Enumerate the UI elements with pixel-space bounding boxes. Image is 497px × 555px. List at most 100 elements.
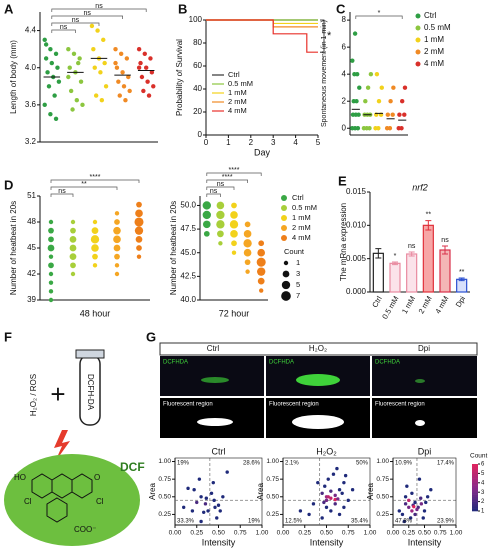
point <box>311 502 316 506</box>
y-axis-label: Length of body (mm) <box>9 40 18 114</box>
bubble <box>114 253 120 260</box>
x-tick-label: 0 <box>204 138 209 147</box>
legend-swatch <box>281 215 287 221</box>
significance: ** <box>459 269 465 276</box>
y-axis-label: Spontaneous movement (in 1 min) <box>321 20 328 127</box>
legend-swatch <box>415 61 421 67</box>
quadrant-label: 10.9% <box>395 461 413 467</box>
dot <box>76 60 81 66</box>
dot <box>142 51 147 56</box>
colorbar-cell <box>472 485 478 488</box>
colorbar-label: 6 <box>481 462 485 468</box>
y-tick-label: 60 <box>193 61 202 70</box>
frame <box>174 457 263 526</box>
y-tick-label: 45 <box>27 243 36 252</box>
significance: ns <box>83 10 91 17</box>
bubble <box>202 201 211 210</box>
significance: **** <box>222 174 233 181</box>
x-axis-label: 48 hour <box>80 308 111 318</box>
dot <box>123 98 128 103</box>
dot <box>113 60 118 66</box>
dot <box>42 102 47 108</box>
x-tick-label: 3 <box>271 138 276 147</box>
y-tick-label: 4.0 <box>25 63 37 72</box>
y-tick-label: 0.000 <box>346 287 367 296</box>
bubble <box>257 267 266 276</box>
dot <box>350 58 355 63</box>
size-legend-mark <box>283 260 289 266</box>
y-axis-label: Area <box>148 483 157 500</box>
product-label: DCF <box>120 460 145 474</box>
dot <box>136 65 142 70</box>
x-tick-label: 0.00 <box>277 530 290 537</box>
chart-title: Dpi <box>418 446 432 456</box>
bubble <box>91 227 99 235</box>
y-tick-label: 3.2 <box>25 137 37 146</box>
colorbar-cell <box>472 506 478 509</box>
bar <box>372 252 384 293</box>
dot <box>95 28 100 33</box>
bubble <box>217 230 224 238</box>
y-tick-label: 39 <box>27 295 36 304</box>
point <box>425 495 430 499</box>
legend-label: 0.5 mM <box>424 23 451 32</box>
panel-label: A <box>4 1 14 16</box>
panel-label: D <box>4 177 13 192</box>
point <box>402 519 407 524</box>
dot <box>53 116 59 121</box>
point <box>350 488 355 492</box>
y-axis-label: Area <box>256 483 265 500</box>
panel-label: F <box>4 329 12 344</box>
point <box>320 516 324 520</box>
legend-label: 4 mM <box>292 233 311 242</box>
bubble <box>48 219 54 225</box>
header-row <box>159 342 478 356</box>
bar <box>456 278 468 293</box>
y-tick-label: 40 <box>193 84 202 93</box>
dot <box>102 60 107 66</box>
dot <box>402 112 407 117</box>
x-axis-label: 72 hour <box>219 308 250 318</box>
dot <box>356 112 361 117</box>
dot <box>93 93 99 98</box>
lightning <box>54 430 70 462</box>
panel-label: E <box>338 173 347 188</box>
size-legend-mark <box>281 291 291 301</box>
point <box>333 497 337 502</box>
bubble <box>69 253 77 261</box>
quadrant-label: 17.4% <box>437 461 455 467</box>
y-tick-label: 6 <box>342 42 347 51</box>
dot <box>124 56 130 61</box>
dot <box>113 46 118 52</box>
y-tick-label: 1.00 <box>266 458 279 465</box>
dot <box>145 79 150 84</box>
y-tick-label: 0.010 <box>346 220 367 229</box>
y-tick-label: 0 <box>198 130 203 139</box>
dot <box>71 51 77 56</box>
x-tick-label: 1.00 <box>450 530 463 537</box>
atom: Cl <box>96 497 104 506</box>
x-tick-label: 5 <box>316 138 321 147</box>
dot <box>365 85 371 90</box>
panel-label: C <box>336 1 346 16</box>
panel-label: B <box>178 1 187 16</box>
colorbar-cell <box>472 473 478 477</box>
bubble <box>136 245 142 251</box>
x-tick-label: 1 mM <box>400 294 417 315</box>
dot <box>388 99 393 104</box>
dot <box>127 88 132 94</box>
dot <box>56 79 62 84</box>
region-mask <box>197 418 233 426</box>
point <box>419 502 424 506</box>
point <box>403 502 408 506</box>
point <box>192 488 196 492</box>
frame <box>282 457 371 526</box>
bubble <box>70 219 76 225</box>
column-header: Ctrl <box>207 344 220 353</box>
y-tick-label: 42.5 <box>180 271 196 280</box>
colorbar-cell <box>472 480 478 484</box>
dot <box>45 70 50 75</box>
point <box>203 502 208 506</box>
legend-label: 2 mM <box>292 223 311 232</box>
bubble <box>216 210 225 220</box>
